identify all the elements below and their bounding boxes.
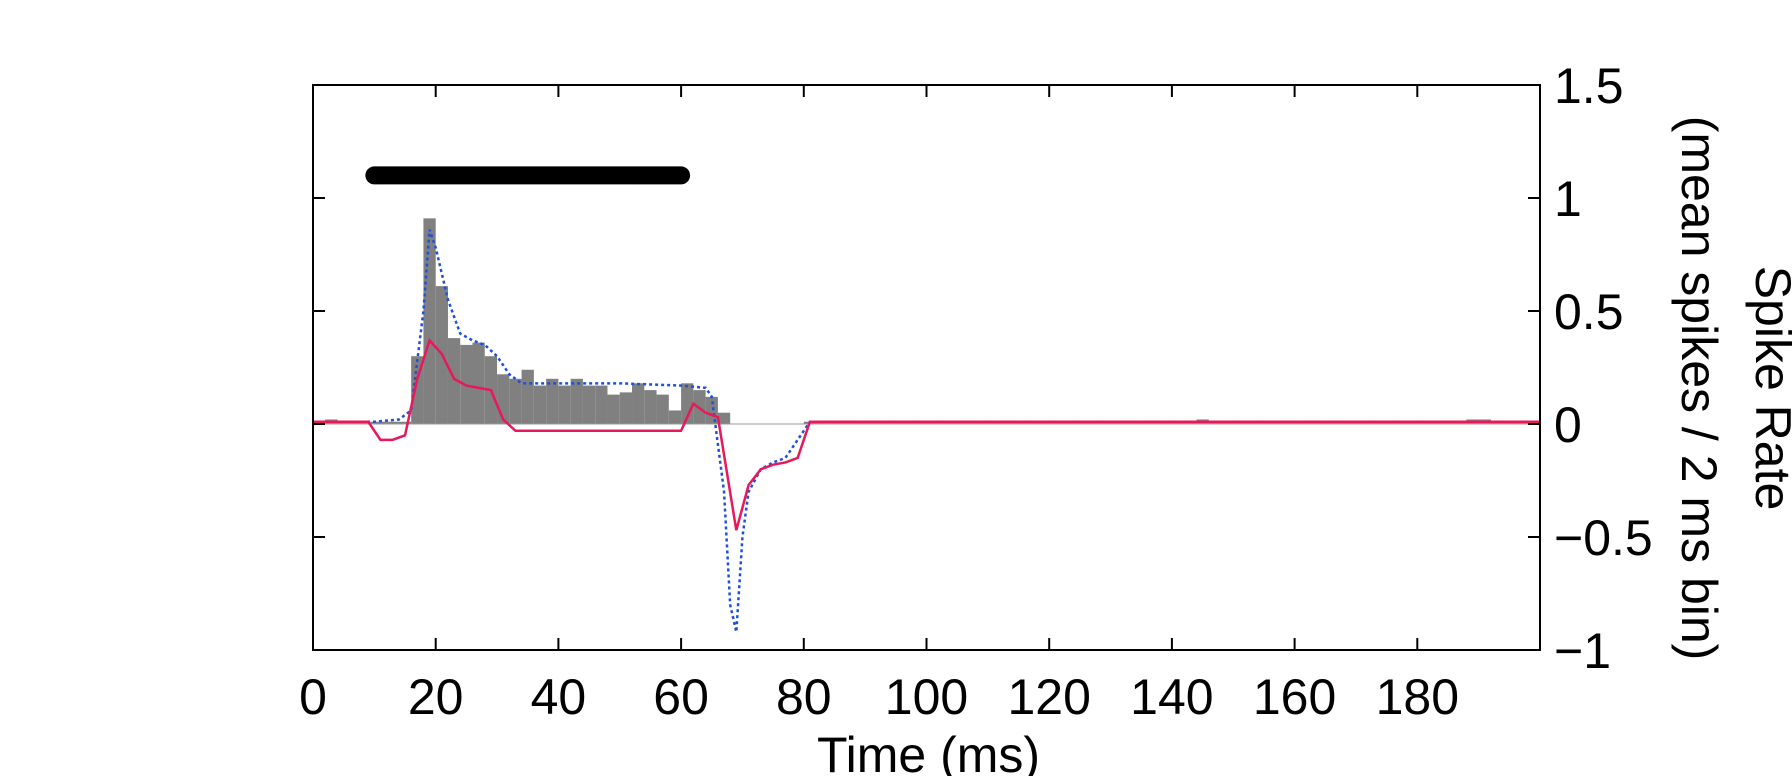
x-tick-label: 20 — [408, 669, 464, 725]
x-axis-label: Time (ms) — [817, 727, 1040, 776]
bar — [644, 390, 657, 424]
bar — [472, 342, 485, 424]
x-tick-label: 100 — [885, 669, 968, 725]
bar — [533, 385, 547, 424]
line-series — [313, 337, 1540, 531]
bar — [619, 392, 633, 424]
bar — [632, 383, 645, 424]
x-tick-label: 60 — [653, 669, 709, 725]
x-tick-label: 160 — [1253, 669, 1336, 725]
y-tick-label: 1 — [1554, 171, 1582, 227]
bar — [607, 394, 620, 424]
bar — [374, 421, 387, 424]
y-tick-label: −0.5 — [1554, 510, 1653, 566]
y-tick-label: 0.5 — [1554, 284, 1624, 340]
bar — [595, 385, 608, 424]
bar — [656, 394, 669, 424]
bar — [558, 385, 571, 424]
x-tick-label: 180 — [1376, 669, 1459, 725]
bar — [386, 421, 399, 424]
x-tick-label: 140 — [1130, 669, 1213, 725]
y-tick-label: 1.5 — [1554, 58, 1624, 114]
x-tick-label: 80 — [776, 669, 832, 725]
bar — [582, 385, 596, 424]
bar — [521, 369, 534, 424]
bar — [705, 396, 718, 424]
bar — [546, 378, 559, 424]
x-tick-label: 0 — [299, 669, 327, 725]
bar — [570, 378, 583, 424]
y-tick-label: 0 — [1554, 397, 1582, 453]
bar — [423, 218, 436, 424]
x-tick-label: 120 — [1007, 669, 1090, 725]
bar — [447, 338, 461, 424]
bar — [509, 378, 522, 424]
bar — [668, 410, 682, 424]
x-tick-label: 40 — [531, 669, 587, 725]
bar — [717, 412, 731, 424]
bar — [398, 421, 412, 424]
line-series — [313, 229, 1540, 633]
y-axis-label: Spike Rate — [1745, 266, 1792, 511]
bar — [681, 383, 694, 424]
y-axis-label: (mean spikes / 2 ms bin) — [1671, 116, 1727, 661]
y-tick-label: −1 — [1554, 623, 1611, 679]
